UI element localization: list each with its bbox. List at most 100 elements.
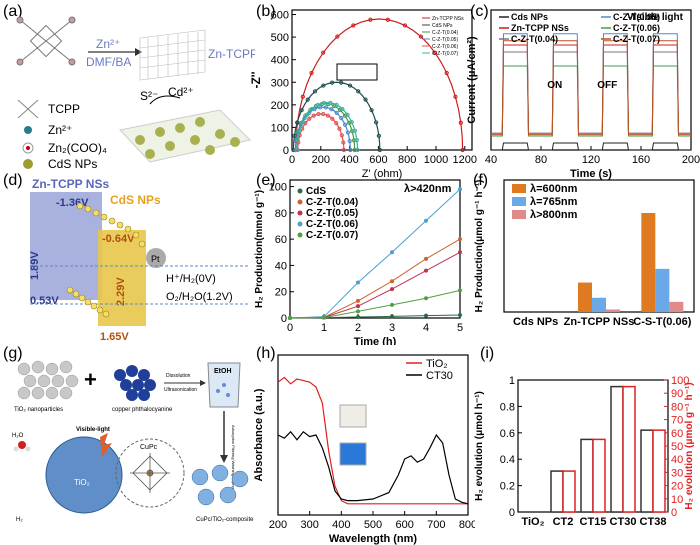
f-legend-swatch: [512, 184, 526, 193]
zn-tcpp-sheet-icon: [139, 29, 206, 81]
c-series-line: [491, 142, 691, 151]
i-bar: [550, 470, 564, 513]
i-ytick-right-label: 0: [671, 507, 677, 519]
b-data-point: [297, 128, 302, 133]
c-xtick-label: 160: [632, 154, 650, 166]
e-legend-marker: [297, 188, 303, 194]
b-data-point: [329, 107, 334, 112]
cupc-powder-label: copper phthalocyanine: [112, 407, 173, 413]
cds-title: CdS NPs: [110, 193, 161, 207]
b-data-point: [453, 94, 458, 99]
h-xtick-label: 800: [459, 519, 475, 531]
b-data-point: [318, 105, 323, 110]
b-data-point: [444, 70, 449, 76]
b-data-point: [337, 126, 342, 131]
b-circuit-icon: [336, 63, 378, 81]
e-series-line: [289, 238, 461, 319]
i-ylabel: H₂ evolution (μmol h⁻¹): [474, 391, 485, 501]
i-category-label: CT2: [553, 516, 574, 528]
f-legend-label: λ=765nm: [530, 196, 578, 208]
cd2-label: Cd²⁺: [168, 85, 194, 99]
b-legend-label: C-Z-T(0.06): [432, 44, 458, 50]
e-series-line: [289, 188, 461, 319]
s2-label: S²⁻: [140, 89, 158, 103]
c-legend-label: Cds NPs: [511, 12, 548, 22]
b-data-point: [299, 108, 304, 113]
e-ytick-label: 20: [275, 287, 287, 299]
e-data-point: [390, 314, 394, 319]
b-data-point: [295, 138, 300, 143]
b-legend-label: C-Z-T(0.05): [432, 37, 458, 43]
hole-path-icon: [66, 286, 110, 318]
b-data-point: [310, 106, 315, 112]
panel-label-h: (h): [256, 345, 276, 362]
i-ytick-right-label: 100: [671, 375, 689, 387]
e-legend-label: C-Z-T(0.05): [306, 208, 358, 219]
b-xtick-label: 0: [289, 154, 295, 166]
i-ytick-right-label: 30: [671, 467, 683, 479]
h-ct30-powder-photo: [339, 442, 367, 466]
reaction-solvent-label: DMF/BA: [86, 55, 131, 69]
i-ytick-right-label: 50: [671, 441, 683, 453]
b-data-point: [325, 113, 331, 118]
b-data-point: [330, 116, 335, 121]
h-series-line: [277, 376, 468, 505]
b-data-point: [374, 120, 379, 125]
e-data-point: [458, 237, 462, 242]
c-xlabel: Time (s): [570, 168, 612, 180]
e-legend-label: C-Z-T(0.07): [306, 230, 358, 241]
c-series-line: [491, 44, 691, 134]
i-bar: [580, 438, 594, 513]
c-legend-label: C-Z-T(0.05): [613, 12, 660, 22]
b-data-point: [432, 50, 438, 55]
b-ytick-label: 600: [271, 10, 289, 22]
c-legend-label: C-Z-T(0.04): [511, 34, 558, 44]
b-data-point: [292, 133, 297, 139]
cds-zn-tcpp-composite-icon: [119, 109, 251, 163]
panel-label-a: (a): [3, 3, 23, 20]
panel-a-schematic: Zn²⁺ DMF/BA Zn-TCPP TCPP Zn²⁺ Zn₂(COO)₄ …: [16, 16, 255, 170]
h2-label: H₂: [16, 517, 23, 523]
b-data-point: [351, 23, 356, 28]
i-ylabel-right: H₂ evolution (μmol g⁻¹ h⁻¹): [684, 382, 695, 509]
panel-g-schematic: TiO₂ nanoparticles + copper phthalocyani…: [12, 360, 254, 523]
pt-particle-icon: [146, 248, 166, 268]
b-data-point: [304, 112, 310, 117]
b-data-point: [300, 120, 305, 125]
b-ytick-label: 300: [271, 77, 289, 89]
b-data-point: [363, 97, 368, 102]
e-data-point: [390, 302, 394, 307]
i-ytick-right-label: 10: [671, 494, 683, 506]
panel-label-f: (f): [473, 172, 489, 189]
i-ytick-label: 0.4: [500, 454, 515, 466]
f-legend-swatch: [512, 210, 526, 219]
b-xtick-label: 600: [369, 154, 387, 166]
b-data-point: [316, 111, 321, 117]
i-bar: [652, 429, 666, 513]
b-legend-label: C-Z-T(0.07): [432, 51, 458, 57]
i-ytick-right-label: 40: [671, 454, 683, 466]
composite-label: CuPc/TiO₂-composite: [196, 517, 254, 523]
b-data-point: [460, 147, 465, 153]
tio2-nanoparticles-icon: [17, 360, 79, 400]
i-bar: [562, 470, 576, 513]
b-xtick-label: 200: [312, 154, 330, 166]
o2-level-label: O₂/H₂O(1.2V): [166, 291, 233, 303]
tio2-sphere-label: TiO₂: [74, 478, 90, 487]
composite-spheres-icon: [191, 464, 249, 506]
b-data-point: [330, 80, 335, 85]
e-ytick-label: 80: [275, 208, 287, 220]
i-ytick-right-label: 80: [671, 401, 683, 413]
i-bar: [592, 438, 606, 513]
e-data-point: [424, 256, 428, 261]
e-legend-label: CdS: [306, 186, 326, 197]
b-data-point: [347, 138, 352, 144]
c-annotation: Visible light: [627, 12, 684, 23]
b-legend-label: CdS NPs: [432, 23, 453, 29]
legend-cds-icon: [23, 159, 33, 169]
i-ytick-right-label: 90: [671, 388, 683, 400]
f-legend-label: λ=600nm: [530, 183, 578, 195]
b-data-point: [312, 89, 318, 94]
b-data-point: [321, 111, 326, 117]
i-ytick-label: 0.2: [500, 481, 515, 493]
